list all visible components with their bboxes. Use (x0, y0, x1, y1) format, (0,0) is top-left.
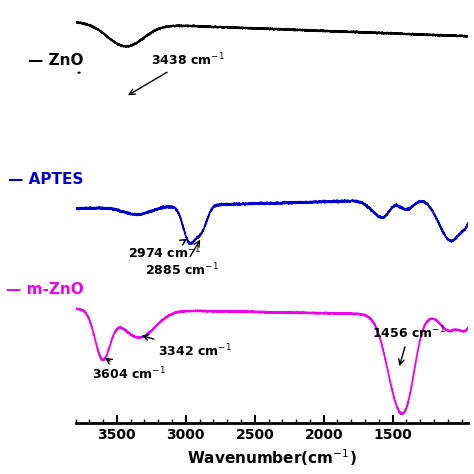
Text: 3604 cm$^{-1}$: 3604 cm$^{-1}$ (92, 359, 166, 382)
Text: — m-ZnO: — m-ZnO (6, 282, 84, 297)
Text: 2885 cm$^{-1}$: 2885 cm$^{-1}$ (145, 241, 219, 278)
Text: — APTES: — APTES (9, 172, 84, 187)
Text: 3438 cm$^{-1}$: 3438 cm$^{-1}$ (129, 52, 225, 94)
X-axis label: Wavenumber(cm$^{-1}$): Wavenumber(cm$^{-1}$) (187, 448, 357, 468)
Text: 1456 cm$^{-1}$: 1456 cm$^{-1}$ (372, 325, 446, 365)
Text: 2974 cm$^{-1}$: 2974 cm$^{-1}$ (128, 239, 201, 262)
Text: — ZnO: — ZnO (28, 53, 84, 68)
Text: 3342 cm$^{-1}$: 3342 cm$^{-1}$ (143, 335, 232, 359)
